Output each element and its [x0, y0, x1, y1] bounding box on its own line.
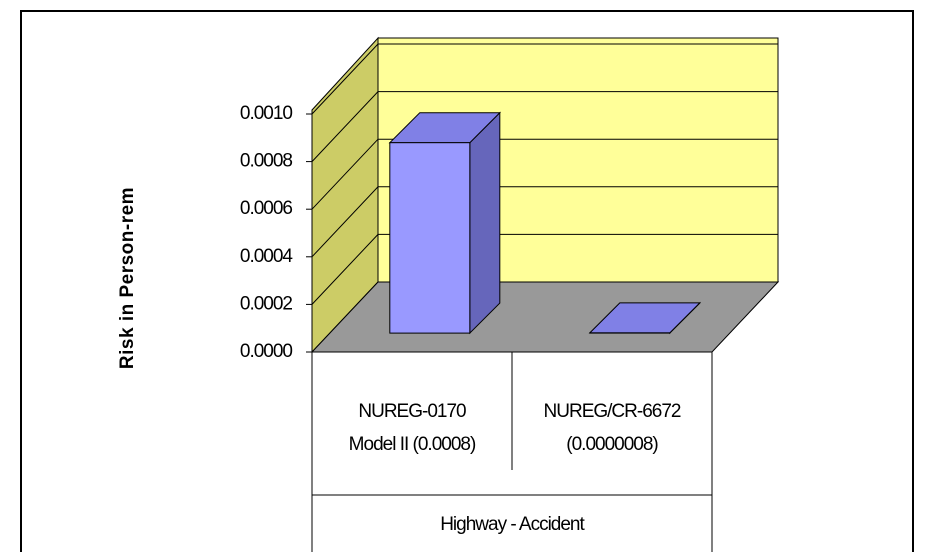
- grid-line: [311, 43, 778, 115]
- group-label: Highway - Accident: [440, 514, 585, 535]
- bar: [389, 142, 471, 334]
- y-tick-label: 0.0010: [240, 103, 293, 124]
- y-tick-label: 0.0000: [240, 341, 293, 362]
- y-tick-label: 0.0004: [240, 246, 294, 267]
- grid-line: [311, 233, 778, 305]
- floor: [310, 281, 780, 353]
- bar-side: [469, 111, 501, 335]
- x-tick-label: NUREG-0170: [358, 401, 466, 422]
- x-tick-label: (0.0000008): [566, 434, 658, 455]
- grid-line: [311, 138, 778, 210]
- x-tick-label: Model II (0.0008): [349, 434, 476, 455]
- y-tick-label: 0.0002: [240, 293, 293, 314]
- grid-line: [311, 186, 778, 258]
- grid-line: [311, 91, 778, 162]
- x-tick-label: NUREG/CR-6672: [544, 401, 681, 422]
- y-axis-label: Risk in Person-rem: [117, 187, 138, 369]
- y-tick-label: 0.0008: [240, 151, 293, 172]
- y-tick-label: 0.0006: [240, 198, 293, 219]
